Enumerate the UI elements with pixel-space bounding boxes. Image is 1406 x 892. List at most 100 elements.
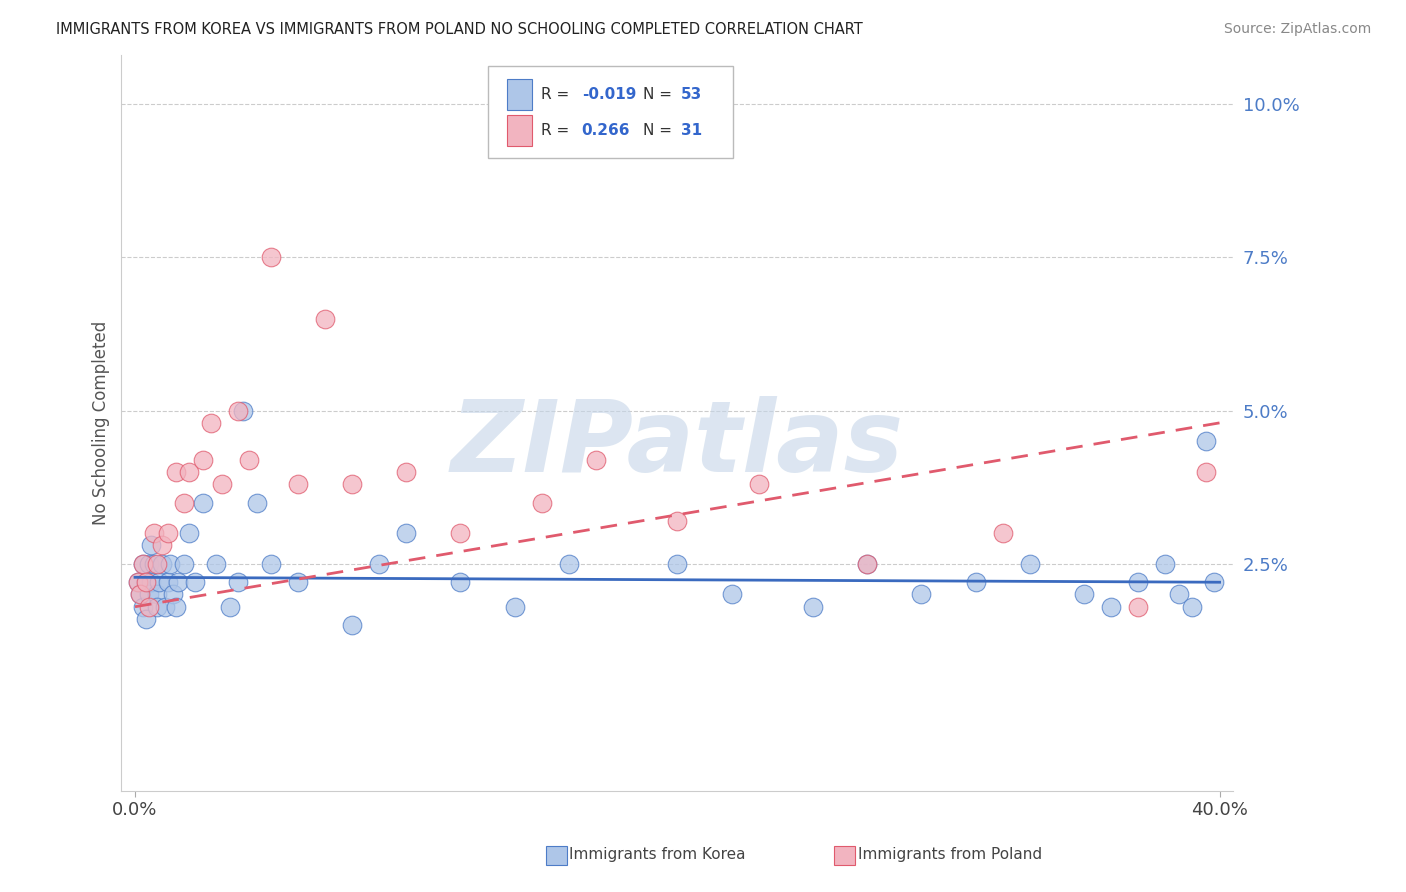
Point — [200, 416, 222, 430]
Point — [1128, 599, 1150, 614]
Point — [135, 612, 157, 626]
Bar — [508, 78, 531, 110]
Point — [153, 599, 176, 614]
Point — [132, 557, 155, 571]
Point — [143, 557, 166, 571]
Point — [167, 575, 190, 590]
Text: IMMIGRANTS FROM KOREA VS IMMIGRANTS FROM POLAND NO SCHOOLING COMPLETED CORRELATI: IMMIGRANTS FROM KOREA VS IMMIGRANTS FROM… — [56, 22, 863, 37]
Point — [1128, 575, 1150, 590]
Point — [340, 477, 363, 491]
Point — [991, 526, 1014, 541]
Point — [148, 575, 170, 590]
Text: N =: N = — [643, 123, 676, 137]
Point — [259, 251, 281, 265]
Point — [801, 599, 824, 614]
Point — [1195, 434, 1218, 449]
Point — [129, 587, 152, 601]
Point — [211, 477, 233, 491]
Point — [395, 526, 418, 541]
Text: -0.019: -0.019 — [582, 87, 636, 102]
Point — [226, 403, 249, 417]
Point — [132, 599, 155, 614]
Point — [585, 452, 607, 467]
Point — [127, 575, 149, 590]
Point — [141, 575, 163, 590]
Point — [191, 495, 214, 509]
Point — [127, 575, 149, 590]
Point — [132, 557, 155, 571]
Point — [910, 587, 932, 601]
Point — [191, 452, 214, 467]
Point — [965, 575, 987, 590]
Point — [287, 575, 309, 590]
Text: Source: ZipAtlas.com: Source: ZipAtlas.com — [1223, 22, 1371, 37]
Point — [205, 557, 228, 571]
Point — [232, 403, 254, 417]
Point — [165, 465, 187, 479]
Point — [856, 557, 879, 571]
Point — [1073, 587, 1095, 601]
Point — [138, 599, 160, 614]
Point — [183, 575, 205, 590]
Point — [129, 587, 152, 601]
Text: ZIPatlas: ZIPatlas — [451, 396, 904, 493]
Point — [165, 599, 187, 614]
Text: R =: R = — [540, 123, 574, 137]
Point — [530, 495, 553, 509]
Point — [138, 587, 160, 601]
Point — [156, 526, 179, 541]
Point — [666, 557, 689, 571]
Point — [159, 557, 181, 571]
Point — [314, 311, 336, 326]
Point — [1204, 575, 1226, 590]
Point — [173, 557, 195, 571]
Text: Immigrants from Korea: Immigrants from Korea — [569, 847, 747, 862]
Point — [503, 599, 526, 614]
Point — [1154, 557, 1177, 571]
Point — [748, 477, 770, 491]
Point — [179, 526, 201, 541]
Point — [340, 618, 363, 632]
Point — [287, 477, 309, 491]
Text: 0.266: 0.266 — [582, 123, 630, 137]
Point — [141, 538, 163, 552]
Point — [449, 526, 471, 541]
Point — [138, 557, 160, 571]
Point — [368, 557, 391, 571]
Point — [1181, 599, 1204, 614]
Text: 31: 31 — [681, 123, 702, 137]
Point — [720, 587, 742, 601]
Point — [145, 587, 167, 601]
Point — [1099, 599, 1122, 614]
Point — [238, 452, 260, 467]
Point — [150, 557, 173, 571]
Point — [226, 575, 249, 590]
Point — [856, 557, 879, 571]
Point — [135, 575, 157, 590]
Point — [666, 514, 689, 528]
Point — [145, 557, 167, 571]
Point — [1167, 587, 1189, 601]
Bar — [508, 115, 531, 145]
Point — [173, 495, 195, 509]
Point — [395, 465, 418, 479]
Text: Immigrants from Poland: Immigrants from Poland — [858, 847, 1042, 862]
Point — [162, 587, 184, 601]
Point — [143, 526, 166, 541]
Point — [145, 599, 167, 614]
Point — [135, 575, 157, 590]
Point — [150, 538, 173, 552]
FancyBboxPatch shape — [488, 66, 733, 158]
Point — [259, 557, 281, 571]
Point — [558, 557, 581, 571]
Text: R =: R = — [540, 87, 574, 102]
Point — [449, 575, 471, 590]
Y-axis label: No Schooling Completed: No Schooling Completed — [93, 321, 110, 525]
Point — [1018, 557, 1040, 571]
Text: N =: N = — [643, 87, 676, 102]
Text: 53: 53 — [681, 87, 702, 102]
Point — [179, 465, 201, 479]
Point — [156, 575, 179, 590]
Point — [1195, 465, 1218, 479]
Point — [219, 599, 242, 614]
